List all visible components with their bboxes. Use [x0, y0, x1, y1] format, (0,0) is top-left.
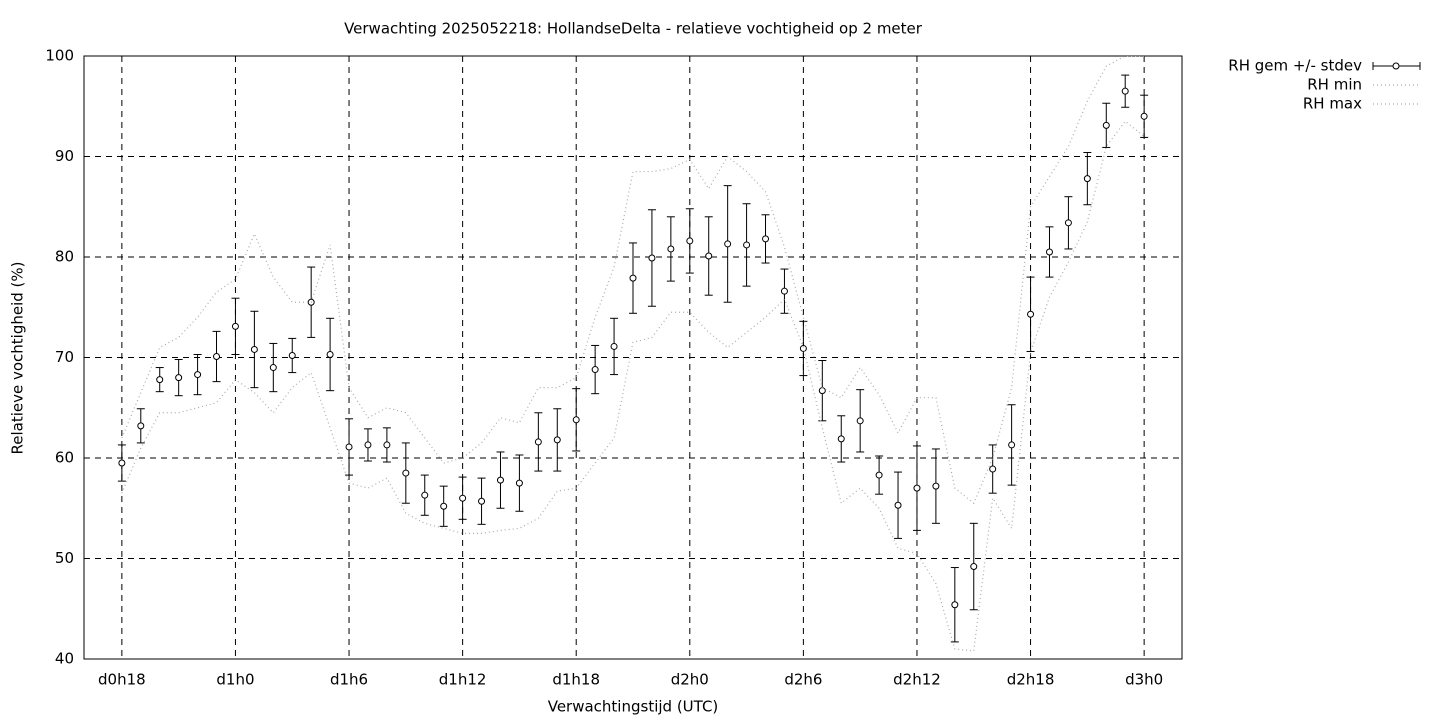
point	[118, 459, 126, 467]
point	[478, 497, 486, 505]
point	[1102, 121, 1110, 129]
point	[364, 441, 372, 449]
point	[743, 241, 751, 249]
x-tick-label: d2h18	[1007, 671, 1055, 689]
point	[175, 374, 183, 382]
plot-area	[117, 56, 1149, 652]
point	[553, 436, 561, 444]
point	[856, 417, 864, 425]
x-tick-label: d0h18	[98, 671, 146, 689]
legend-label: RH gem +/- stdev	[1228, 57, 1362, 75]
point	[799, 344, 807, 352]
point	[894, 501, 902, 509]
y-tick-label: 80	[55, 248, 74, 266]
legend-label: RH min	[1307, 76, 1362, 94]
point	[913, 484, 921, 492]
y-tick-label: 40	[55, 650, 74, 668]
point	[459, 494, 467, 502]
point	[288, 351, 296, 359]
x-tick-label: d2h0	[671, 671, 709, 689]
x-tick-label: d1h12	[439, 671, 487, 689]
point	[421, 491, 429, 499]
point	[629, 274, 637, 282]
point	[250, 345, 258, 353]
x-tick-label: d2h6	[784, 671, 822, 689]
point	[440, 502, 448, 510]
point	[402, 469, 410, 477]
y-tick-label: 90	[55, 147, 74, 165]
point	[137, 422, 145, 430]
y-tick-label: 60	[55, 449, 74, 467]
point	[269, 364, 277, 372]
point	[989, 465, 997, 473]
point	[818, 387, 826, 395]
point	[837, 435, 845, 443]
point	[667, 245, 675, 253]
point	[724, 240, 732, 248]
chart-title: Verwachting 2025052218: HollandseDelta -…	[344, 20, 923, 38]
point	[875, 471, 883, 479]
point	[1008, 441, 1016, 449]
legend-swatch	[1392, 62, 1400, 70]
point	[326, 350, 334, 358]
x-tick-label: d1h0	[216, 671, 254, 689]
point	[610, 342, 618, 350]
point	[705, 252, 713, 260]
point	[515, 479, 523, 487]
point	[1027, 310, 1035, 318]
legend-label: RH max	[1303, 95, 1362, 113]
x-tick-label: d3h0	[1125, 671, 1163, 689]
point	[156, 376, 164, 384]
point	[1121, 87, 1129, 95]
point	[648, 254, 656, 262]
x-tick-label: d1h18	[552, 671, 600, 689]
point	[383, 441, 391, 449]
point	[951, 601, 959, 609]
y-tick-label: 70	[55, 348, 74, 366]
line	[121, 120, 1145, 652]
point	[345, 443, 353, 451]
point	[534, 438, 542, 446]
point	[1064, 219, 1072, 227]
x-axis-label: Verwachtingstijd (UTC)	[548, 698, 719, 716]
point	[970, 563, 978, 571]
point	[1045, 248, 1053, 256]
point	[572, 416, 580, 424]
y-tick-label: 50	[55, 549, 74, 567]
point	[1083, 175, 1091, 183]
point	[194, 371, 202, 379]
y-axis-label: Relatieve vochtigheid (%)	[9, 261, 27, 454]
point	[213, 352, 221, 360]
point	[780, 287, 788, 295]
point	[686, 237, 694, 245]
point	[231, 322, 239, 330]
point	[1140, 112, 1148, 120]
point	[496, 476, 504, 484]
line	[121, 56, 1145, 505]
point	[591, 366, 599, 374]
x-tick-label: d2h12	[893, 671, 941, 689]
y-tick-label: 100	[45, 47, 74, 65]
x-tick-label: d1h6	[330, 671, 368, 689]
point	[762, 235, 770, 243]
plot-frame	[83, 55, 1183, 660]
point	[932, 482, 940, 490]
